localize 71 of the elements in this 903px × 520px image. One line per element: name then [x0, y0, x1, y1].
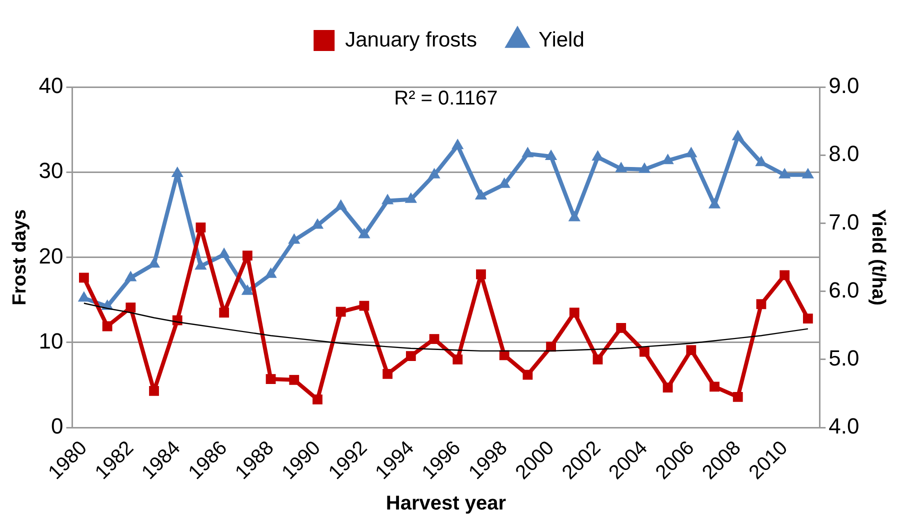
- point: [476, 269, 486, 280]
- point: [196, 222, 206, 232]
- point: [802, 314, 813, 324]
- point: [312, 394, 322, 404]
- point: [592, 354, 603, 364]
- point: [382, 368, 393, 379]
- y2-tick-label: 7.0: [828, 209, 860, 234]
- point: [359, 300, 370, 311]
- y2-tick-label: 6.0: [828, 277, 860, 302]
- point: [685, 146, 698, 158]
- point: [452, 354, 463, 364]
- point: [288, 233, 300, 244]
- point: [710, 382, 720, 392]
- point: [802, 168, 814, 178]
- point: [756, 299, 766, 310]
- point: [336, 306, 346, 317]
- point: [732, 392, 743, 402]
- legend-label: January frosts: [345, 28, 477, 52]
- y-tick-label: 20: [38, 243, 64, 268]
- point: [568, 210, 580, 222]
- point: [569, 308, 580, 318]
- point: [406, 351, 416, 361]
- y-tick-label: 40: [38, 73, 64, 98]
- point: [640, 346, 650, 357]
- point: [452, 138, 464, 150]
- point: [266, 374, 276, 384]
- point: [662, 154, 674, 164]
- point: [194, 259, 207, 270]
- point: [219, 308, 230, 318]
- point: [242, 250, 252, 261]
- point: [708, 198, 721, 208]
- y2-tick-label: 8.0: [828, 141, 860, 166]
- point: [428, 168, 440, 178]
- y-tick-label: 30: [38, 158, 64, 184]
- y2-tick-label: 9.0: [828, 73, 860, 98]
- point: [404, 192, 417, 203]
- point: [474, 188, 488, 200]
- point: [638, 162, 651, 173]
- point: [778, 168, 791, 178]
- y-tick-label: 10: [38, 328, 64, 354]
- point: [544, 149, 558, 160]
- point: [124, 270, 137, 282]
- point: [522, 370, 533, 380]
- point: [429, 334, 440, 344]
- point: [732, 130, 744, 140]
- point: [149, 386, 159, 396]
- point: [79, 272, 89, 283]
- x-axis-title: Harvest year: [386, 492, 506, 515]
- y2-tick-label: 5.0: [828, 346, 860, 371]
- y-tick-label: 0: [51, 414, 64, 439]
- point: [358, 228, 370, 238]
- point: [264, 267, 277, 278]
- point: [126, 302, 136, 312]
- point: [615, 162, 628, 172]
- point: [334, 199, 347, 210]
- point: [78, 291, 90, 302]
- y2-tick-label: 4.0: [828, 414, 860, 439]
- annotation: R² = 0.1167: [394, 88, 498, 110]
- point: [662, 382, 673, 392]
- point: [289, 374, 300, 385]
- point: [241, 284, 254, 295]
- point: [522, 146, 534, 158]
- point: [616, 323, 626, 333]
- y2-axis-title: Yield (t/ha): [867, 209, 888, 306]
- point: [780, 270, 790, 280]
- point: [686, 345, 696, 356]
- legend-label: Yield: [538, 28, 584, 52]
- point: [381, 194, 394, 204]
- y-axis-title: Frost days: [10, 209, 31, 306]
- point: [171, 166, 184, 178]
- point: [102, 321, 112, 332]
